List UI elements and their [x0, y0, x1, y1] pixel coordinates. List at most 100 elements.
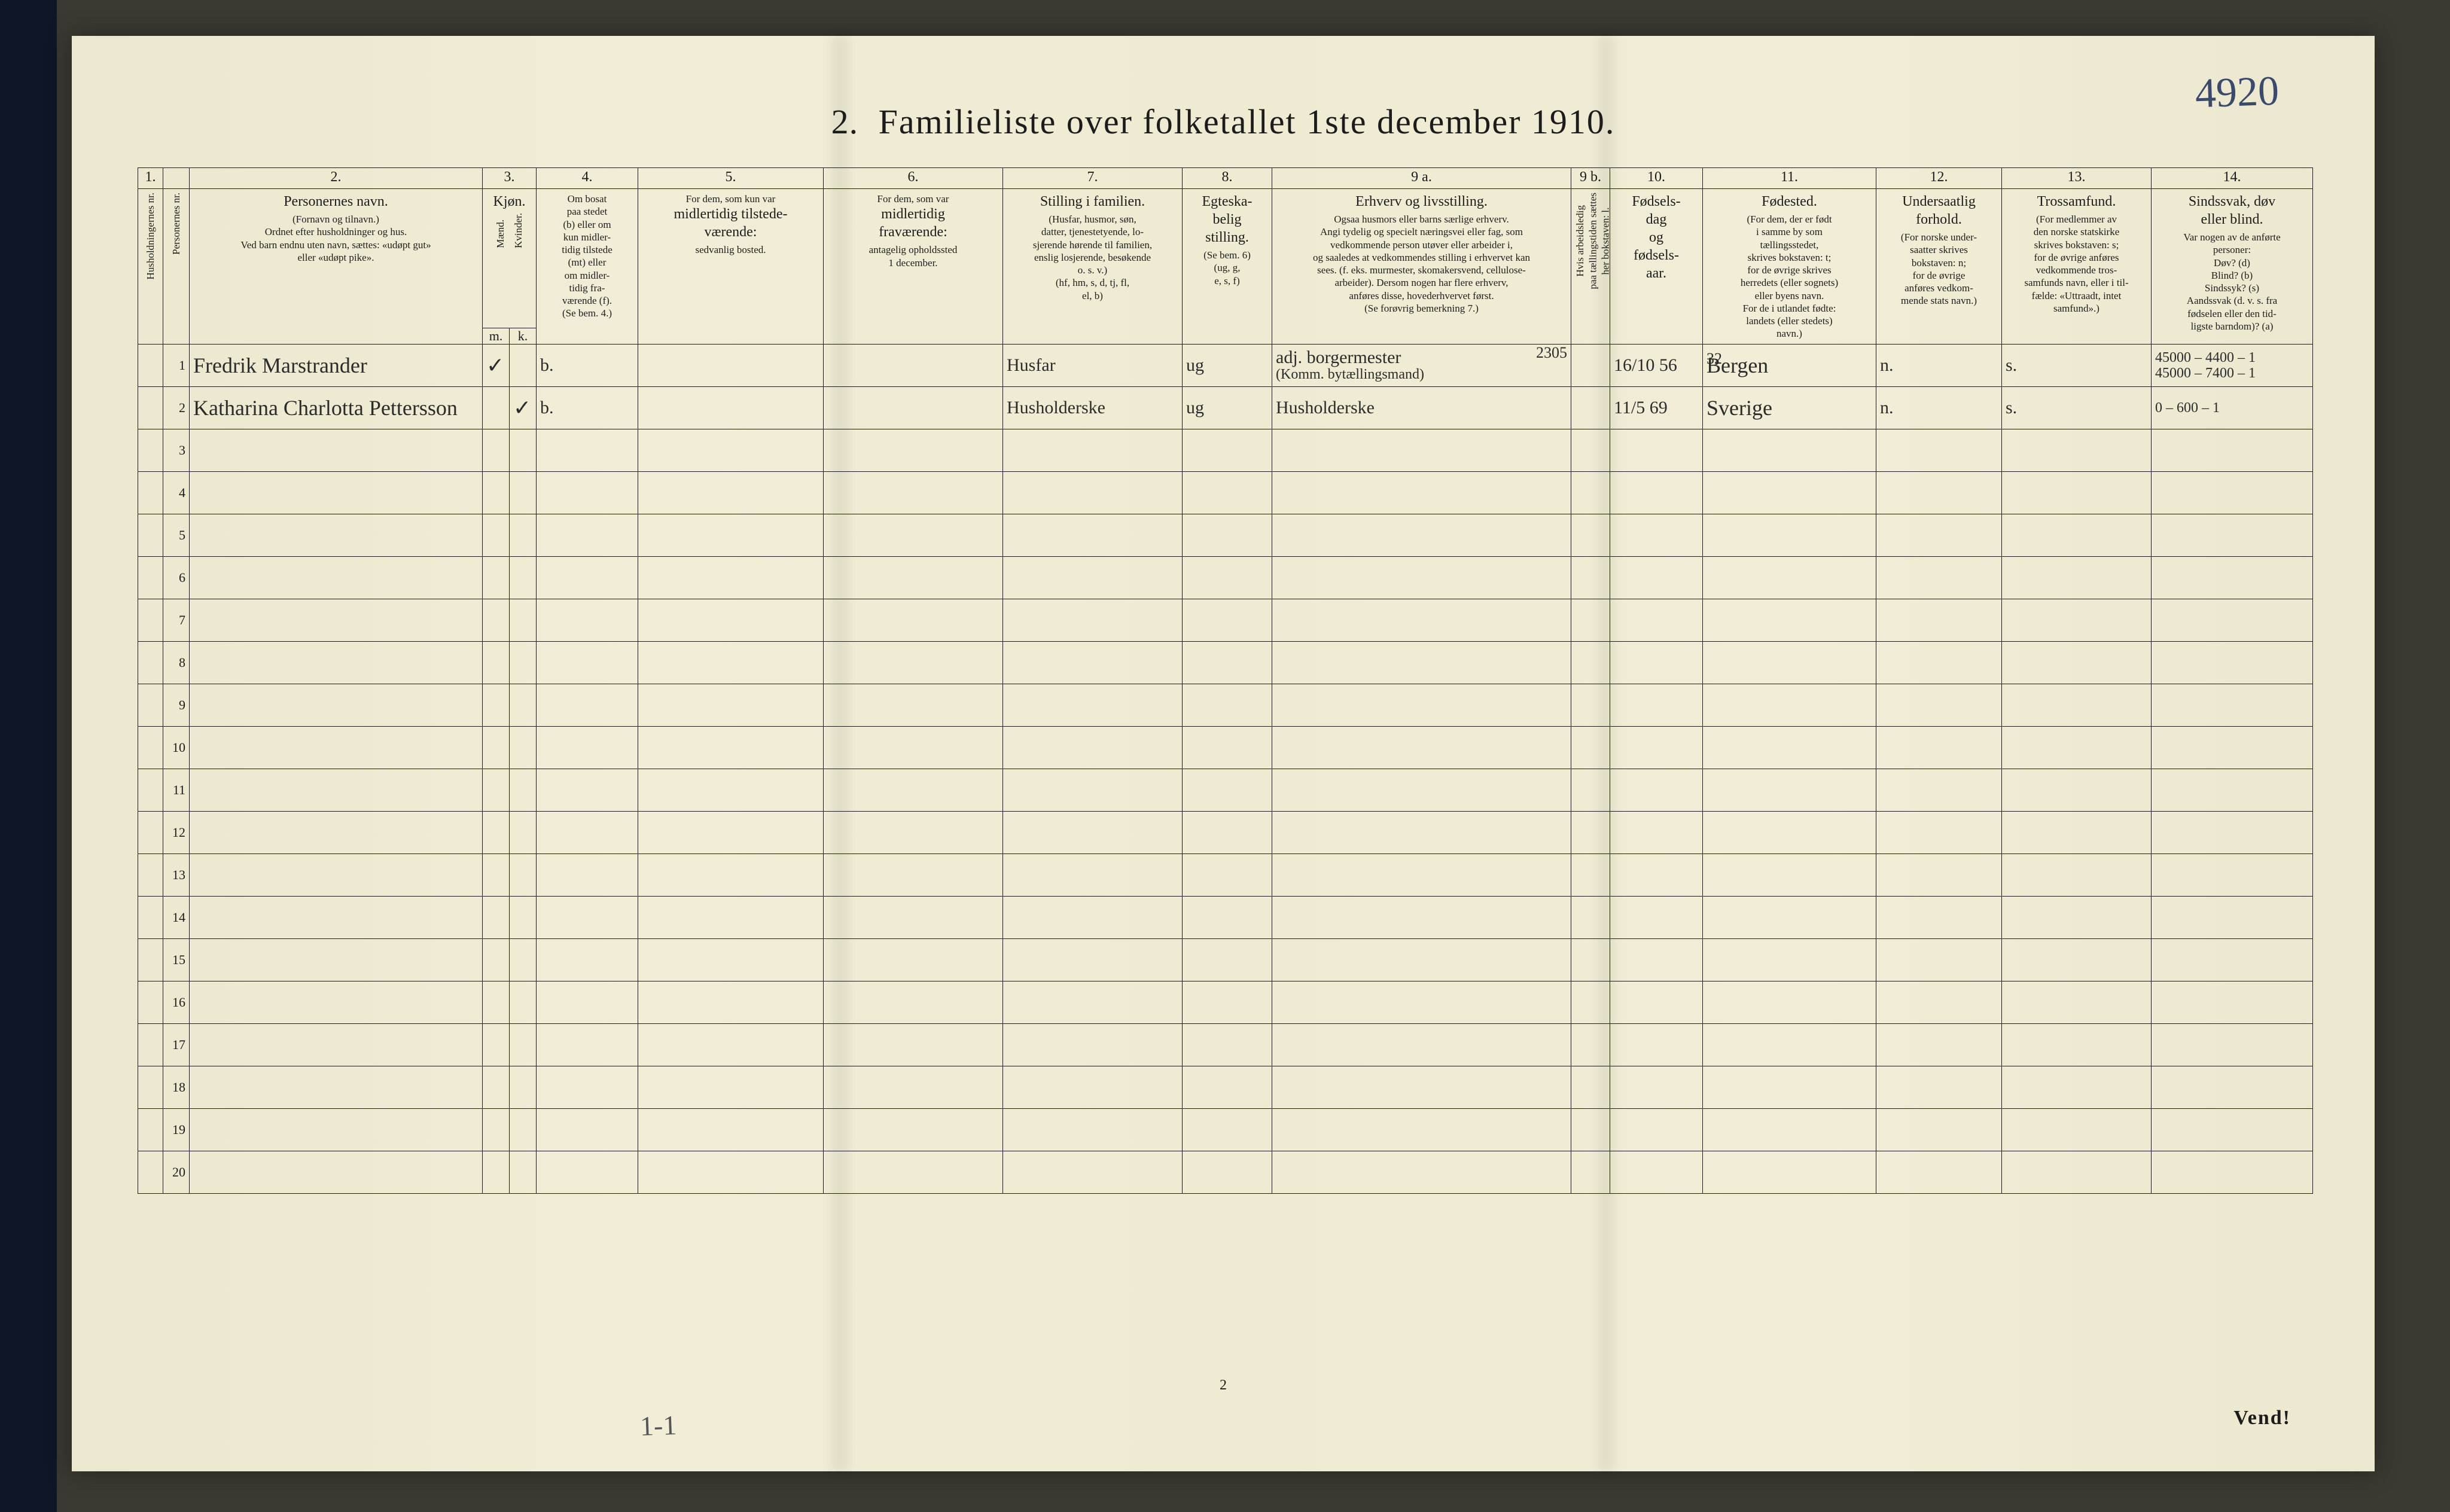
row-empty-cell [1571, 684, 1610, 726]
row-num: 19 [163, 1108, 190, 1151]
colnum-2: 2. [190, 168, 483, 189]
row-empty-cell [2152, 1023, 2313, 1066]
row-empty-cell [638, 684, 824, 726]
row-empty-cell [1703, 769, 1876, 811]
row-empty-cell [537, 769, 638, 811]
row-empty-cell [483, 1066, 510, 1108]
row-fodested: 32Bergen [1703, 344, 1876, 386]
row-empty-cell [824, 599, 1003, 641]
colnum-10: 10. [1610, 168, 1703, 189]
colnum-4: 4. [537, 168, 638, 189]
row-empty-cell [2002, 853, 2152, 896]
row-empty-cell [510, 811, 537, 853]
row-empty-cell [2002, 981, 2152, 1023]
row-empty-cell [510, 1108, 537, 1151]
row-empty-cell [1876, 811, 2002, 853]
row-arbeidsl [1571, 344, 1610, 386]
row-num: 20 [163, 1151, 190, 1193]
row-empty-cell [1003, 471, 1183, 514]
row-empty-cell [1183, 938, 1272, 981]
row-empty-cell [510, 981, 537, 1023]
row-empty-cell [1703, 556, 1876, 599]
row-empty-cell [1610, 641, 1703, 684]
row-empty-cell [2002, 1151, 2152, 1193]
row-empty-cell [1571, 1066, 1610, 1108]
row-empty-cell [2152, 599, 2313, 641]
row-empty-cell [638, 1108, 824, 1151]
colnum-1: 1. [138, 168, 163, 189]
hdr-tros: Trossamfund. (For medlemmer av den norsk… [2002, 189, 2152, 345]
row-empty-cell [824, 471, 1003, 514]
row-empty-cell [1272, 429, 1571, 471]
row-bosat: b. [537, 344, 638, 386]
row-stilling-fam: Husholderske [1003, 386, 1183, 429]
row-empty-cell [1183, 556, 1272, 599]
row-empty-cell [1003, 981, 1183, 1023]
row-hushold [138, 938, 163, 981]
row-empty-cell [638, 896, 824, 938]
row-empty-cell [1703, 1151, 1876, 1193]
row-empty-cell [638, 769, 824, 811]
colnum-6: 6. [824, 168, 1003, 189]
row-empty-cell [1610, 556, 1703, 599]
hdr-arbeidsl: Hvis arbeidsledig paa tællingstiden sætt… [1571, 189, 1610, 345]
table-row-empty: 20 [138, 1151, 2313, 1193]
row-hushold [138, 981, 163, 1023]
row-empty-cell [1272, 769, 1571, 811]
row-empty-cell [638, 641, 824, 684]
row-empty-cell [638, 1023, 824, 1066]
row-empty-cell [638, 429, 824, 471]
row-empty-cell [638, 1066, 824, 1108]
row-empty-cell [1610, 1151, 1703, 1193]
row-empty-cell [1610, 896, 1703, 938]
row-empty-cell [638, 811, 824, 853]
row-empty-cell [1003, 1023, 1183, 1066]
row-empty-cell [537, 811, 638, 853]
row-empty-cell [1703, 1108, 1876, 1151]
row-empty-cell [638, 471, 824, 514]
row-empty-cell [1703, 1023, 1876, 1066]
row-empty-cell [483, 726, 510, 769]
row-empty-cell [190, 769, 483, 811]
row-empty-cell [1272, 811, 1571, 853]
row-empty-cell [1876, 1108, 2002, 1151]
row-hushold [138, 599, 163, 641]
colnum-7: 7. [1003, 168, 1183, 189]
row-empty-cell [190, 1066, 483, 1108]
row-empty-cell [2152, 684, 2313, 726]
row-empty-cell [537, 1151, 638, 1193]
row-num: 14 [163, 896, 190, 938]
row-hushold [138, 641, 163, 684]
row-empty-cell [537, 1023, 638, 1066]
row-num: 9 [163, 684, 190, 726]
row-empty-cell [2002, 641, 2152, 684]
row-empty-cell [1610, 429, 1703, 471]
colnum-3: 3. [483, 168, 537, 189]
row-empty-cell [483, 896, 510, 938]
row-empty-cell [638, 853, 824, 896]
row-empty-cell [510, 1066, 537, 1108]
row-num: 5 [163, 514, 190, 556]
row-empty-cell [1003, 641, 1183, 684]
row-empty-cell [1183, 811, 1272, 853]
row-empty-cell [1703, 641, 1876, 684]
row-empty-cell [483, 769, 510, 811]
row-empty-cell [1610, 514, 1703, 556]
margin-note: 1-1 [639, 1409, 677, 1442]
row-empty-cell [537, 938, 638, 981]
row-empty-cell [1003, 769, 1183, 811]
row-empty-cell [483, 853, 510, 896]
row-bosat: b. [537, 386, 638, 429]
row-empty-cell [1703, 896, 1876, 938]
row-empty-cell [638, 938, 824, 981]
row-num: 17 [163, 1023, 190, 1066]
row-empty-cell [483, 684, 510, 726]
row-empty-cell [1183, 429, 1272, 471]
row-empty-cell [1183, 1151, 1272, 1193]
row-empty-cell [190, 599, 483, 641]
row-empty-cell [1703, 981, 1876, 1023]
row-empty-cell [1183, 769, 1272, 811]
row-empty-cell [1610, 853, 1703, 896]
row-empty-cell [2002, 556, 2152, 599]
row-empty-cell [1571, 471, 1610, 514]
